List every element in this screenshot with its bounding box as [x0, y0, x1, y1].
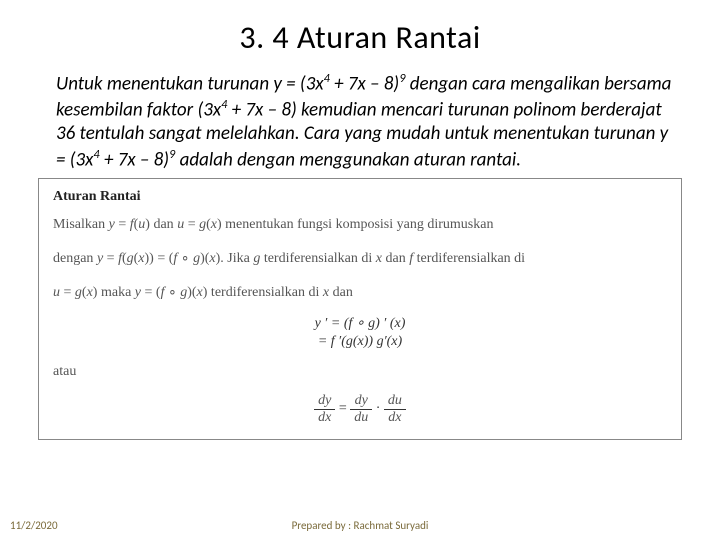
- page-title: 3. 4 Aturan Rantai: [38, 18, 682, 57]
- equation-2: = f ′(g(x)) g′(x): [53, 334, 667, 350]
- slide: 3. 4 Aturan Rantai Untuk menentukan turu…: [0, 0, 720, 540]
- box-line-2: dengan y = f(g(x)) = (f ∘ g)(x). Jika g …: [53, 247, 667, 271]
- box-line-1: Misalkan y = f(u) dan u = g(x) menentuka…: [53, 213, 667, 237]
- frac-den: du: [350, 410, 372, 425]
- equation-block-2: dy dx = dy du · du dx: [53, 393, 667, 425]
- frac-num: dy: [314, 393, 335, 409]
- footer-author: Prepared by : Rachmat Suryadi: [292, 519, 429, 532]
- rule-box: Aturan Rantai Misalkan y = f(u) dan u = …: [38, 178, 682, 440]
- frac-num: du: [384, 393, 406, 409]
- box-line-3: u = g(x) maka y = (f ∘ g)(x) terdiferens…: [53, 281, 667, 305]
- intro-paragraph: Untuk menentukan turunan y = (3x4 + 7x –…: [38, 71, 682, 172]
- frac-num: dy: [350, 393, 372, 409]
- equals-sign: =: [339, 402, 350, 417]
- equation-1: y ′ = (f ∘ g) ′ (x): [53, 315, 667, 332]
- frac-den: dx: [314, 410, 335, 425]
- fraction-dy-dx: dy dx: [314, 393, 335, 425]
- box-atau: atau: [53, 360, 667, 384]
- fraction-du-dx: du dx: [384, 393, 406, 425]
- dot: ·: [376, 402, 384, 417]
- footer-date: 11/2/2020: [10, 519, 58, 532]
- box-heading: Aturan Rantai: [53, 189, 667, 205]
- equation-block-1: y ′ = (f ∘ g) ′ (x) = f ′(g(x)) g′(x): [53, 315, 667, 350]
- frac-den: dx: [384, 410, 406, 425]
- fraction-dy-du: dy du: [350, 393, 372, 425]
